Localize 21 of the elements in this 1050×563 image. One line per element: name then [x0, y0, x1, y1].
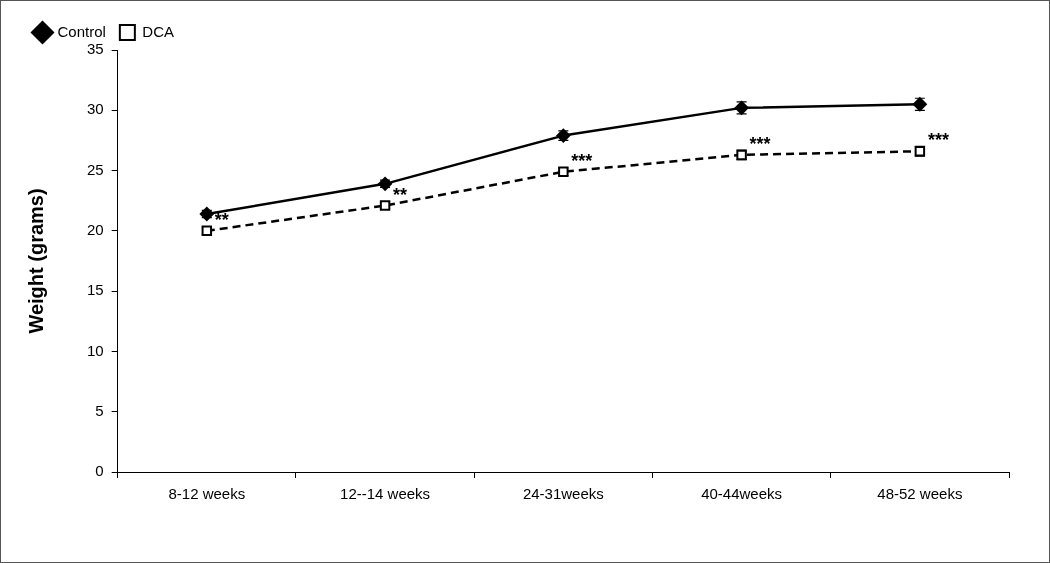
x-tick-label: 8-12 weeks: [168, 485, 246, 503]
y-tick-label: 30: [87, 100, 104, 118]
x-tick-label: 48-52 weeks: [877, 485, 963, 503]
annotation: **: [214, 209, 229, 230]
y-tick-label: 5: [95, 401, 104, 419]
y-tick-label: 10: [87, 341, 104, 359]
annotation: **: [393, 184, 408, 205]
y-tick-label: 0: [95, 462, 104, 480]
annotation: ***: [571, 150, 593, 171]
x-tick-label: 24-31weeks: [522, 485, 604, 503]
legend-label: DCA: [142, 22, 175, 40]
y-tick-label: 35: [87, 40, 104, 58]
y-tick-label: 20: [87, 221, 104, 238]
y-tick-label: 25: [87, 160, 104, 178]
x-tick-label: 40-44weeks: [701, 485, 783, 503]
y-axis-title: Weight (grams): [24, 188, 47, 334]
legend-label: Control: [57, 22, 106, 40]
annotation: ***: [927, 130, 949, 151]
x-tick-label: 12--14 weeks: [340, 485, 431, 503]
y-tick-label: 15: [87, 281, 104, 299]
annotation: ***: [749, 133, 771, 154]
